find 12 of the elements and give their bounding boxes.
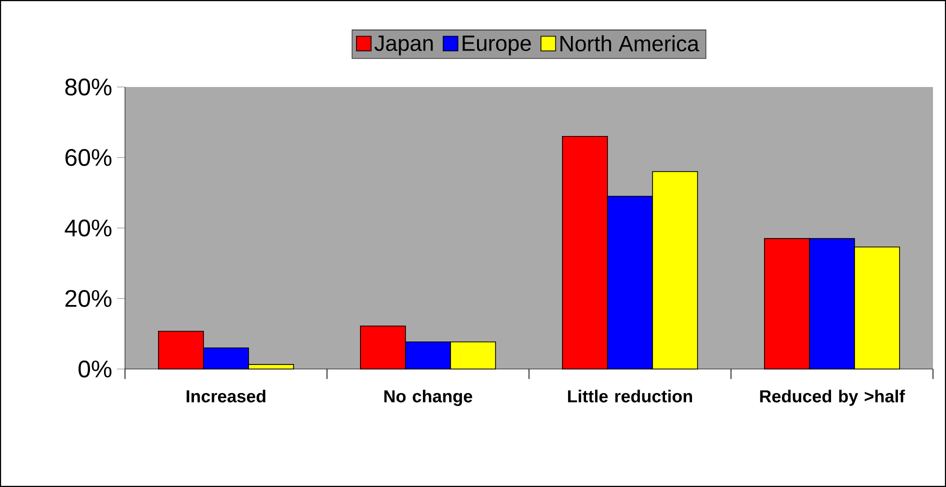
y-tick-label: 20%	[65, 290, 112, 307]
legend-label: Europe	[462, 36, 531, 56]
y-tick-label: 0%	[78, 360, 112, 378]
x-tick-label: No change	[384, 390, 472, 406]
y-tick-label: 60%	[65, 148, 112, 166]
legend-label: North America	[560, 35, 700, 52]
y-tick-label: 80%	[65, 78, 112, 96]
legend-label: Japan	[374, 36, 433, 56]
x-tick-label: Reduced by >half	[760, 390, 905, 406]
x-tick-label: Little reduction	[568, 390, 692, 402]
x-tick-label: Increased	[186, 390, 266, 402]
y-tick-label: 40%	[64, 219, 112, 236]
